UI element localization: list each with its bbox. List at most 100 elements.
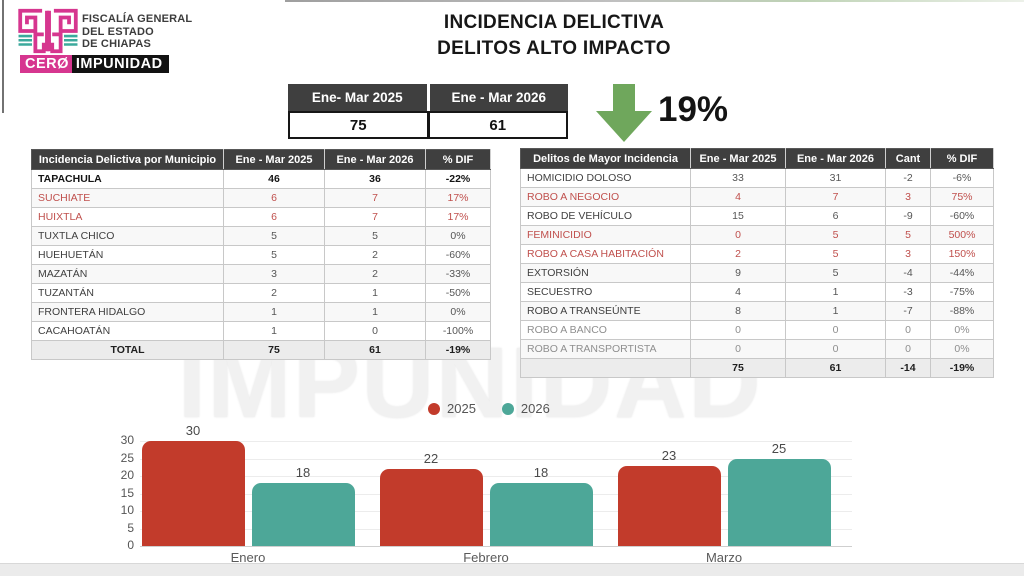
column-header: Ene - Mar 2026	[785, 148, 886, 169]
municipio-table: Incidencia Delictiva por Municipio Ene - …	[31, 149, 491, 360]
table-row: TUXTLA CHICO 5 5 0%	[31, 226, 491, 246]
row-label-cell: HUIXTLA	[31, 207, 224, 227]
value-cell: 1	[324, 302, 426, 322]
row-label-cell: SECUESTRO	[520, 282, 691, 302]
bar-2026-febrero	[489, 483, 593, 546]
page-title: INCIDENCIA DELICTIVA DELITOS ALTO IMPACT…	[344, 10, 764, 62]
value-cell: 5	[223, 245, 325, 265]
value-cell: 500%	[930, 225, 994, 245]
total-label-cell: TOTAL	[31, 340, 224, 360]
value-cell: -50%	[425, 283, 491, 303]
top-border-line	[285, 0, 1024, 2]
value-cell: 0%	[930, 339, 994, 359]
table-row: HUEHUETÁN 5 2 -60%	[31, 245, 491, 265]
value-cell: 0	[785, 320, 886, 340]
value-cell: 33	[690, 168, 786, 188]
summary-table: Ene- Mar 2025 Ene - Mar 2026 75 61	[288, 84, 568, 139]
table-row: ROBO A BANCO 0 0 0 0%	[520, 320, 994, 340]
value-cell: 0%	[425, 302, 491, 322]
column-header: Incidencia Delictiva por Municipio	[31, 149, 224, 170]
row-label-cell: HUEHUETÁN	[31, 245, 224, 265]
decrease-arrow-icon	[596, 84, 652, 147]
bar-2025-enero	[141, 441, 245, 546]
y-axis-tick-label: 15	[120, 485, 134, 500]
table-row: CACAHOATÁN 1 0 -100%	[31, 321, 491, 341]
row-label-cell: FRONTERA HIDALGO	[31, 302, 224, 322]
value-cell: 2	[223, 283, 325, 303]
table-row: MAZATÁN 3 2 -33%	[31, 264, 491, 284]
legend-dot-2026	[501, 402, 514, 415]
org-name-line1: FISCALÍA GENERAL	[82, 13, 193, 25]
value-cell: 5	[785, 244, 886, 264]
value-cell: 0	[785, 339, 886, 359]
value-cell: 0	[690, 225, 786, 245]
value-cell: 2	[690, 244, 786, 264]
chart-gridline	[140, 458, 852, 460]
legend-label-2025: 2025	[447, 401, 476, 416]
y-axis-tick-label: 10	[120, 503, 134, 517]
page-title-line2: DELITOS ALTO IMPACTO	[437, 38, 671, 59]
value-cell: 5	[324, 226, 426, 246]
total-label-cell	[520, 358, 691, 378]
bar-value-label: 18	[295, 465, 311, 480]
cero-impunidad-badge: CERØ IMPUNIDAD	[20, 55, 169, 73]
row-label-cell: TAPACHULA	[31, 169, 224, 189]
value-cell: 8	[690, 301, 786, 321]
y-axis-tick-label: 20	[120, 468, 134, 482]
chart-gridline	[140, 441, 852, 442]
legend-label-2026: 2026	[520, 401, 550, 416]
total-value-cell: 75	[223, 340, 325, 360]
org-name-line2: DEL ESTADO	[82, 25, 154, 38]
value-cell: -44%	[930, 263, 994, 283]
table-row: ROBO A CASA HABITACIÓN 2 5 3 150%	[520, 244, 994, 264]
org-name-line3: DE CHIAPAS	[82, 38, 152, 50]
y-axis-tick-label: 5	[127, 520, 134, 535]
value-cell: 1	[324, 283, 426, 303]
bar-value-label: 18	[533, 465, 549, 480]
badge-cero: CERØ	[20, 55, 72, 73]
legend-item-2025: 2025	[428, 401, 476, 416]
x-axis-label: Enero	[230, 550, 266, 565]
value-cell: 6	[223, 188, 325, 208]
column-header: % DIF	[425, 149, 491, 170]
bar-value-label: 23	[661, 447, 677, 463]
value-cell: 0%	[425, 226, 491, 246]
row-label-cell: ROBO A CASA HABITACIÓN	[520, 244, 691, 264]
table-row: ROBO A NEGOCIO 4 7 3 75%	[520, 187, 994, 207]
summary-header-2025: Ene- Mar 2025	[288, 84, 430, 111]
row-label-cell: MAZATÁN	[31, 264, 224, 284]
value-cell: -33%	[425, 264, 491, 284]
badge-impunidad: IMPUNIDAD	[71, 55, 169, 73]
table-row: TAPACHULA 46 36 -22%	[31, 169, 491, 189]
row-label-cell: FEMINICIDIO	[520, 225, 691, 245]
chart-gridline	[140, 546, 852, 547]
footer-band	[0, 563, 1024, 576]
row-label-cell: TUXTLA CHICO	[31, 226, 224, 246]
row-label-cell: ROBO DE VEHÍCULO	[520, 206, 691, 226]
y-axis-tick-label: 25	[120, 450, 134, 465]
bar-value-label: 22	[423, 451, 439, 466]
column-header: Ene - Mar 2026	[324, 149, 426, 170]
row-label-cell: HOMICIDIO DOLOSO	[520, 168, 691, 188]
chart-gridline	[140, 476, 852, 477]
value-cell: 1	[785, 282, 886, 302]
legend-item-2026: 2026	[501, 401, 550, 416]
total-value-cell: -19%	[425, 340, 491, 360]
delitos-table: Delitos de Mayor Incidencia Ene - Mar 202…	[520, 148, 994, 378]
column-header: % DIF	[930, 148, 994, 169]
total-value-cell: -14	[885, 358, 931, 378]
fiscalia-chiapas-logo-icon	[18, 8, 78, 54]
row-label-cell: SUCHIATE	[31, 188, 224, 208]
value-cell: 5	[885, 225, 931, 245]
left-border-line	[2, 0, 4, 113]
value-cell: -9	[885, 206, 931, 226]
total-row: TOTAL 75 61 -19%	[31, 340, 491, 360]
summary-header-2026: Ene - Mar 2026	[429, 84, 568, 111]
row-label-cell: CACAHOATÁN	[31, 321, 224, 341]
table-row: FRONTERA HIDALGO 1 1 0%	[31, 302, 491, 322]
bar-2025-marzo	[617, 465, 721, 546]
value-cell: 7	[324, 188, 426, 208]
table-row: SUCHIATE 6 7 17%	[31, 188, 491, 208]
y-axis-tick-label: 30	[120, 433, 134, 447]
